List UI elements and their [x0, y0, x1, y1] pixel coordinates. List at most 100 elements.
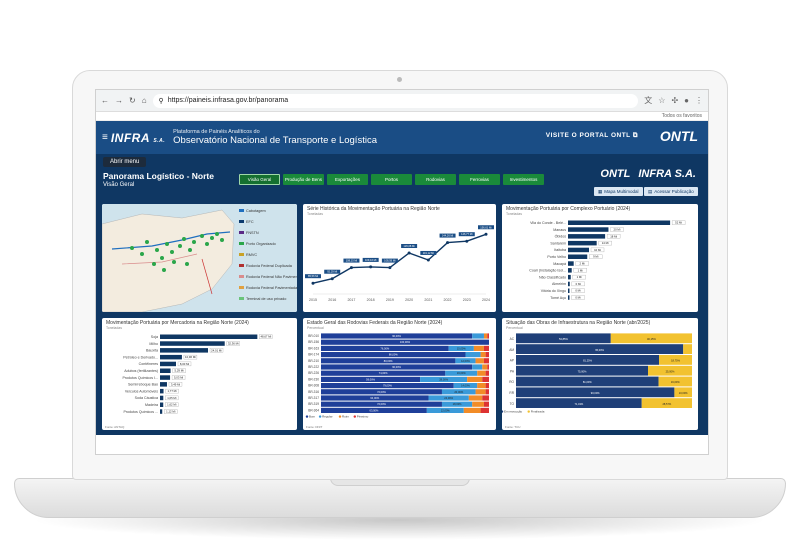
data-label-bg — [573, 268, 587, 273]
open-menu-button[interactable]: Abrir menu — [103, 157, 147, 167]
bar — [160, 409, 163, 414]
profile-icon[interactable]: ● — [684, 96, 689, 105]
region-map[interactable]: Cabotagem EFC FNSTN Porto Organizado RMVC Rod… — [102, 204, 297, 312]
data-label-bg — [183, 354, 198, 360]
x-tick-label: 2023 — [463, 298, 471, 302]
data-label: 32,36 Mi — [228, 342, 239, 346]
bar-segment — [428, 395, 469, 401]
bookmark-star-icon[interactable]: ☆ — [658, 96, 666, 105]
data-label: 2 Mi — [580, 262, 586, 266]
data-label-bg — [226, 341, 240, 346]
data-label: 12,00% — [461, 359, 470, 363]
data-label: 71,43% — [574, 402, 583, 406]
bar-segment — [477, 383, 486, 389]
tab-portos[interactable]: Portos — [371, 174, 412, 185]
legend-swatch — [527, 410, 530, 413]
data-label: 19,00% — [457, 371, 466, 375]
x-tick-label: 2019 — [386, 298, 394, 302]
chart-unit: Percentual — [307, 326, 324, 330]
bar-segment — [473, 345, 484, 351]
tab-rodovias[interactable]: Rodovias — [415, 174, 456, 185]
page-subtitle: Visão Geral — [103, 182, 135, 188]
port-marker — [215, 232, 219, 236]
data-label: 1,65 Mi — [167, 396, 177, 400]
bar — [160, 361, 176, 367]
tab-visao-geral[interactable]: Visão Geral — [239, 174, 280, 185]
address-bar[interactable]: ⚲ https://paineis.infrasa.gov.br/panoram… — [152, 93, 639, 108]
bar-segment — [321, 383, 454, 389]
dashboard-header: Abrir menu Panorama Logístico - Norte Vi… — [96, 154, 708, 200]
bar — [160, 388, 164, 394]
map-card: Cabotagem EFC FNSTN Porto Organizado RMVC Rod… — [102, 204, 297, 312]
chart-unit: Toneladas — [506, 212, 522, 216]
back-icon[interactable]: ← — [101, 96, 109, 105]
bar-segment — [516, 344, 684, 354]
tab-bar: Visão Geral Produção de Bens Exportações… — [239, 174, 544, 185]
legend-swatch — [338, 415, 342, 418]
chart-unit: Toneladas — [106, 326, 122, 330]
visit-portal-link[interactable]: VISITE O PORTAL ONTL ⧉ — [545, 132, 638, 139]
x-tick-label: 2016 — [328, 298, 336, 302]
data-label: 79,00% — [383, 384, 392, 388]
infra-logo[interactable]: INFRA S.A. — [110, 130, 166, 145]
data-label: 74,00% — [379, 371, 388, 375]
map-multimodal-button[interactable]: ▦ Mapa Multimodal — [594, 187, 643, 196]
data-point — [330, 277, 334, 281]
data-label-bg — [259, 334, 273, 339]
tab-producao[interactable]: Produção de Bens — [283, 174, 324, 185]
data-label: 72,00% — [377, 390, 386, 394]
x-tick-label: 2024 — [482, 298, 490, 302]
bar-segment — [468, 395, 483, 401]
data-label: 5,29 Mi — [174, 369, 184, 373]
data-label: 14 Mi — [602, 241, 609, 245]
chart-title: Movimentação Portuária por Complexo Port… — [506, 206, 631, 212]
category-label: AP — [510, 359, 514, 363]
home-icon[interactable]: ⌂ — [141, 96, 147, 105]
dashboard-body: ▦ Mapa Multimodal ▤ Acessar Publicação Cab… — [96, 187, 708, 435]
data-label-bg — [572, 274, 586, 280]
menu-kebab-icon[interactable]: ⋮ — [695, 96, 703, 105]
webcam — [397, 77, 402, 82]
data-label: 22,00% — [441, 408, 450, 412]
commodity-bar-chart: Soja 48,67 Mi Milho 32,36 Mi Bauxita 24,01 Mi… — [122, 334, 273, 414]
sidebar-toggle-icon[interactable]: ≡ — [102, 132, 108, 143]
document-icon: ▤ — [648, 188, 653, 194]
category-label: Soja — [151, 335, 158, 339]
category-label: Madeira — [145, 403, 158, 407]
chart-title: Série Histórica da Movimentação Portuári… — [307, 206, 440, 212]
site-info-icon[interactable]: ⚲ — [158, 97, 164, 105]
laptop-screen: ← → ↻ ⌂ ⚲ https://paineis.infrasa.gov.br… — [95, 89, 709, 455]
bar-segment — [483, 345, 489, 351]
header-title: Observatório Nacional de Transporte e Lo… — [173, 135, 377, 146]
legend-label: Regular — [322, 415, 333, 419]
data-point — [407, 251, 411, 255]
data-label: 90,00% — [392, 334, 401, 338]
forward-icon[interactable]: → — [115, 96, 123, 105]
data-point — [311, 281, 315, 285]
bar-segment — [485, 370, 489, 376]
bar — [160, 348, 209, 353]
category-label: Coari (Instalação Isol... — [529, 269, 566, 273]
bar-segment — [441, 389, 476, 395]
category-label: Milho — [149, 342, 158, 346]
bar-segment — [485, 352, 489, 358]
ontl-logo[interactable]: ONTL — [659, 128, 698, 144]
category-label: Bauxita — [146, 349, 158, 353]
all-bookmarks-link[interactable]: Todos os favoritos — [661, 113, 702, 119]
reload-icon[interactable]: ↻ — [129, 96, 136, 105]
extensions-icon[interactable]: ✣ — [671, 96, 679, 105]
tab-exportacoes[interactable]: Exportações — [327, 174, 368, 185]
legend-label: RMVC — [246, 253, 257, 257]
bar-segment — [472, 364, 483, 370]
data-label-bg — [606, 234, 621, 239]
category-label: Óbidos — [555, 234, 567, 239]
data-label: 108,59 Mi — [384, 259, 396, 263]
translate-icon[interactable]: 文 — [644, 96, 653, 105]
tab-investimentos[interactable]: Investimentos — [503, 174, 544, 185]
data-label: 52 Mi — [675, 221, 682, 225]
legend-label: Ruim — [342, 415, 350, 419]
tab-ferrovias[interactable]: Ferrovias — [459, 174, 500, 185]
data-label-bg — [165, 395, 179, 401]
publication-button[interactable]: ▤ Acessar Publicação — [644, 187, 698, 196]
bar-segment — [483, 333, 488, 339]
